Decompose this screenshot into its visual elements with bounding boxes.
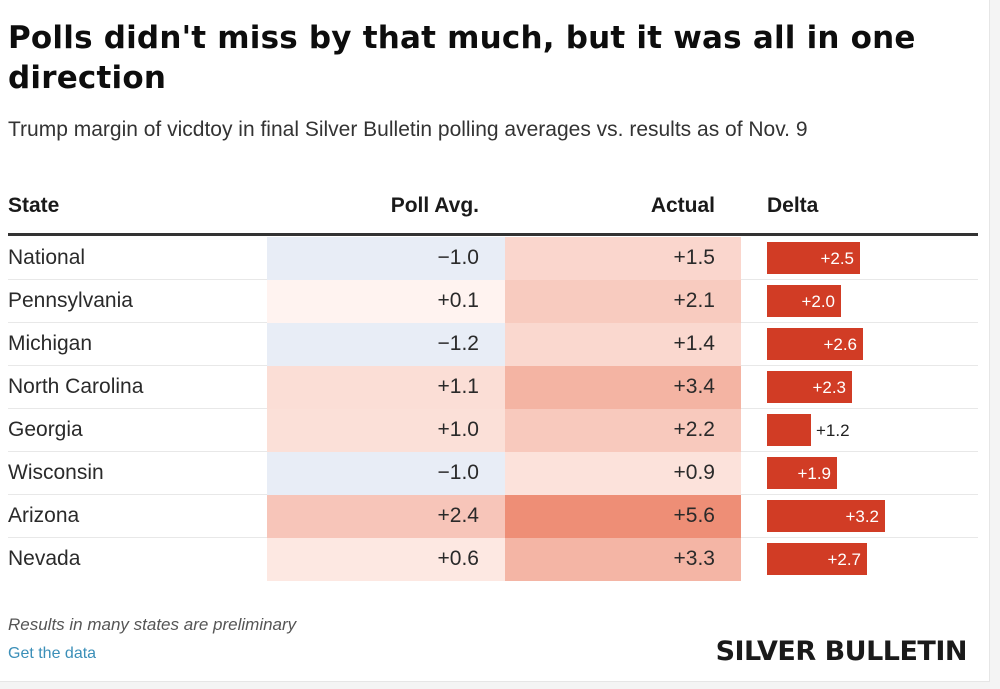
table-header: State Poll Avg. Actual Delta	[8, 188, 978, 236]
delta-label: +2.6	[823, 335, 857, 354]
poll-avg-cell: +1.0	[267, 409, 505, 452]
actual-value: +1.4	[673, 332, 715, 355]
delta-label: +2.5	[820, 249, 854, 268]
poll-avg-value: −1.0	[437, 461, 479, 484]
state-name: Georgia	[8, 418, 83, 441]
poll-avg-cell: +2.4	[267, 495, 505, 538]
delta-cell: +1.9	[767, 452, 977, 495]
delta-label: +1.9	[797, 464, 831, 483]
poll-avg-cell: +0.6	[267, 538, 505, 581]
table-row: Pennsylvania +0.1 +2.1 +2.0	[8, 280, 978, 323]
state-name: Pennsylvania	[8, 289, 133, 312]
delta-bar	[767, 242, 860, 274]
delta-bar	[767, 500, 885, 532]
actual-value: +5.6	[673, 504, 715, 527]
table-row: Arizona +2.4 +5.6 +3.2	[8, 495, 978, 538]
delta-bar	[767, 328, 863, 360]
delta-cell: +1.2	[767, 409, 977, 452]
table-row: Michigan −1.2 +1.4 +2.6	[8, 323, 978, 366]
actual-cell: +0.9	[505, 452, 741, 495]
poll-avg-value: −1.0	[437, 246, 479, 269]
table-body: National −1.0 +1.5 +2.5 Pennsylvania +0.1 +2.1…	[8, 237, 978, 581]
state-name: National	[8, 246, 86, 269]
delta-label: +2.0	[801, 292, 835, 311]
delta-bar	[767, 285, 841, 317]
table-row: Nevada +0.6 +3.3 +2.7	[8, 538, 978, 581]
poll-avg-value: +2.4	[437, 504, 479, 527]
column-header-delta: Delta	[767, 194, 819, 217]
get-data-link[interactable]: Get the data	[8, 645, 97, 662]
poll-avg-cell: −1.0	[267, 237, 505, 280]
actual-cell: +5.6	[505, 495, 741, 538]
state-name: Nevada	[8, 547, 81, 570]
table-row: National −1.0 +1.5 +2.5	[8, 237, 978, 280]
poll-avg-value: +0.1	[437, 289, 479, 312]
poll-avg-value: −1.2	[437, 332, 479, 355]
state-name: Arizona	[8, 504, 80, 527]
chart-subtitle: Trump margin of vicdtoy in final Silver …	[8, 118, 808, 141]
state-name: Wisconsin	[8, 461, 104, 484]
actual-cell: +2.1	[505, 280, 741, 323]
actual-value: +2.1	[673, 289, 715, 312]
actual-cell: +1.4	[505, 323, 741, 366]
actual-value: +0.9	[673, 461, 715, 484]
actual-cell: +2.2	[505, 409, 741, 452]
poll-avg-cell: +0.1	[267, 280, 505, 323]
delta-cell: +2.6	[767, 323, 977, 366]
delta-cell: +2.0	[767, 280, 977, 323]
table-row: North Carolina +1.1 +3.4 +2.3	[8, 366, 978, 409]
column-header-actual: Actual	[650, 194, 715, 217]
actual-value: +1.5	[673, 246, 715, 269]
footnote: Results in many states are preliminary	[8, 615, 297, 634]
delta-bar	[767, 414, 811, 446]
poll-avg-cell: −1.2	[267, 323, 505, 366]
delta-bar	[767, 457, 837, 489]
delta-label: +2.3	[812, 378, 846, 397]
poll-avg-value: +1.1	[437, 375, 479, 398]
actual-cell: +3.4	[505, 366, 741, 409]
poll-avg-cell: −1.0	[267, 452, 505, 495]
state-name: Michigan	[8, 332, 93, 355]
delta-bar	[767, 371, 852, 403]
poll-avg-cell: +1.1	[267, 366, 505, 409]
delta-cell: +3.2	[767, 495, 977, 538]
column-header-state: State	[8, 194, 60, 217]
poll-avg-value: +0.6	[437, 547, 479, 570]
actual-value: +3.3	[673, 547, 715, 570]
delta-label: +1.2	[816, 421, 850, 440]
actual-cell: +3.3	[505, 538, 741, 581]
delta-cell: +2.7	[767, 538, 977, 581]
delta-cell: +2.3	[767, 366, 977, 409]
chart-title: Polls didn't miss by that much, but it w…	[8, 20, 916, 96]
delta-label: +2.7	[827, 550, 861, 569]
actual-value: +3.4	[673, 375, 715, 398]
state-name: North Carolina	[8, 375, 144, 398]
delta-label: +3.2	[845, 507, 879, 526]
chart-card: Polls didn't miss by that much, but it w…	[0, 0, 990, 682]
actual-value: +2.2	[673, 418, 715, 441]
actual-cell: +1.5	[505, 237, 741, 280]
column-header-poll-avg: Poll Avg.	[390, 194, 479, 217]
brand-logo: SILVER BULLETIN	[715, 636, 968, 667]
table-row: Wisconsin −1.0 +0.9 +1.9	[8, 452, 978, 495]
delta-cell: +2.5	[767, 237, 977, 280]
delta-bar	[767, 543, 867, 575]
table-row: Georgia +1.0 +2.2 +1.2	[8, 409, 978, 452]
poll-avg-value: +1.0	[437, 418, 479, 441]
